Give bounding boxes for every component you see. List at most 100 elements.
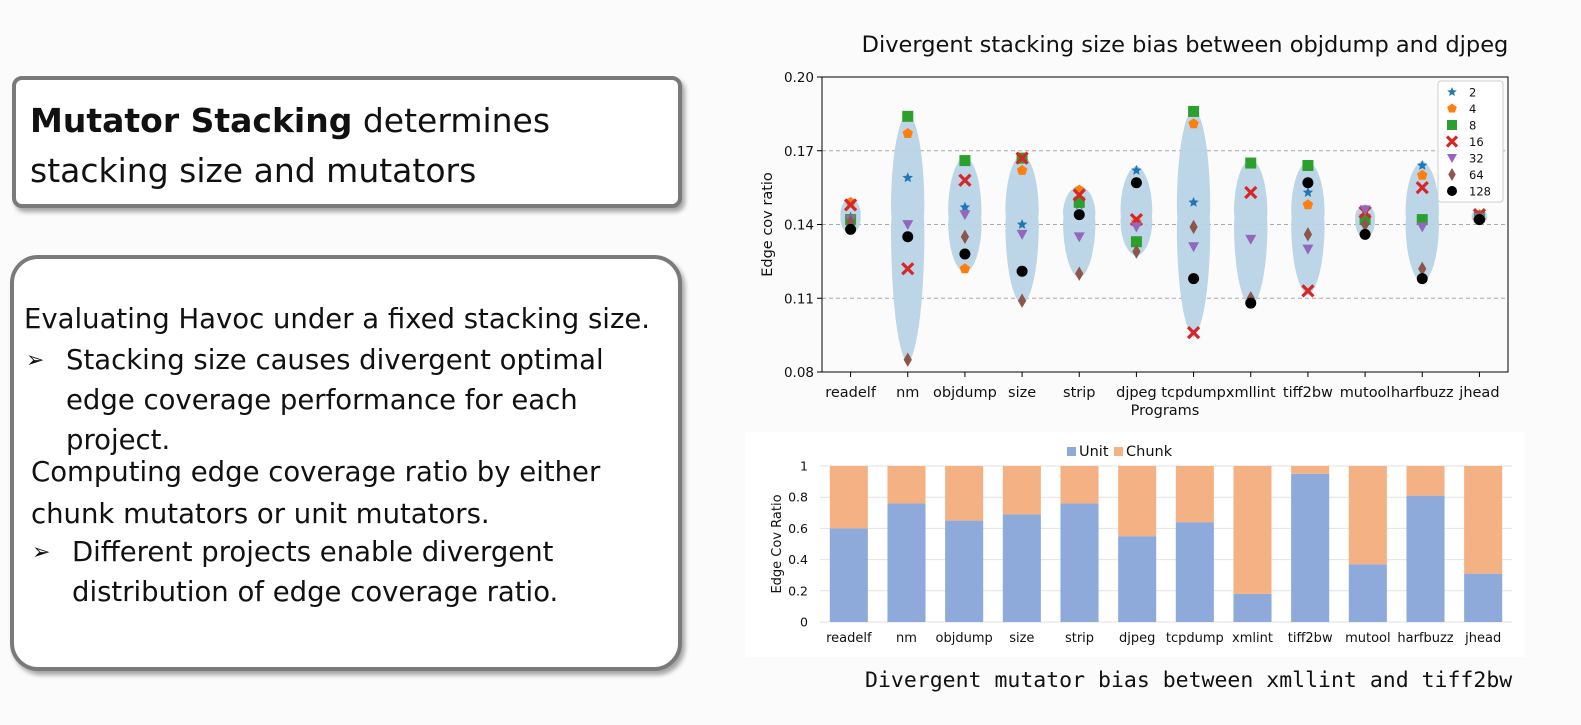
bar-chunk-djpeg bbox=[1118, 466, 1157, 537]
x-tick-label: mutool bbox=[1345, 631, 1391, 646]
bar-unit-xmlint bbox=[1233, 593, 1272, 622]
bar-unit-djpeg bbox=[1118, 536, 1157, 622]
point-64 bbox=[1303, 227, 1313, 242]
point-64 bbox=[960, 229, 970, 244]
plot-frame bbox=[821, 76, 1509, 373]
point-64 bbox=[1132, 244, 1141, 259]
bar-unit-tiff2bw bbox=[1291, 473, 1330, 622]
point-4 bbox=[1016, 164, 1028, 175]
point-128 bbox=[902, 231, 914, 243]
point-8 bbox=[1416, 214, 1428, 226]
bar-unit-jhead bbox=[1464, 573, 1503, 622]
point-128 bbox=[1473, 214, 1485, 226]
x-tick-label: djpeg bbox=[1119, 631, 1155, 646]
heading-bold: Mutator Stacking bbox=[30, 101, 353, 140]
point-16 bbox=[1186, 326, 1201, 340]
x-tick-label: nm bbox=[896, 385, 919, 401]
point-32 bbox=[1130, 222, 1142, 233]
x-tick-label: size bbox=[1008, 385, 1036, 401]
bullet-1: Stacking size causes divergent optimal e… bbox=[66, 344, 604, 456]
x-axis-label: Programs bbox=[1131, 403, 1200, 419]
bar-chunk-size bbox=[1002, 466, 1041, 515]
paragraph-1: Evaluating Havoc under a fixed stacking … bbox=[24, 303, 651, 335]
point-16 bbox=[1072, 188, 1086, 202]
x-tick-label: mutool bbox=[1340, 385, 1391, 401]
point-8 bbox=[1130, 236, 1142, 248]
y-tick-label: 0.08 bbox=[784, 365, 814, 381]
legend-label-16: 16 bbox=[1469, 135, 1484, 149]
point-2 bbox=[902, 172, 913, 183]
violin-xmllint bbox=[1234, 158, 1268, 309]
point-16 bbox=[901, 262, 915, 276]
point-32 bbox=[1073, 232, 1085, 243]
x-tick-label: size bbox=[1009, 631, 1034, 646]
y-axis-label: Edge Cov Ratio bbox=[770, 494, 785, 593]
violin-size bbox=[1005, 153, 1039, 306]
y-axis-label: Edge cov ratio bbox=[760, 172, 776, 277]
point-8 bbox=[902, 110, 914, 122]
bar-unit-mutool bbox=[1348, 564, 1387, 622]
point-2 bbox=[1131, 164, 1142, 175]
point-128 bbox=[1359, 228, 1371, 240]
point-32 bbox=[1016, 229, 1028, 240]
violin-chart: Divergent stacking size bias between obj… bbox=[760, 32, 1509, 419]
point-128 bbox=[1130, 177, 1142, 189]
point-128 bbox=[1416, 273, 1428, 285]
point-64 bbox=[903, 352, 912, 367]
point-2 bbox=[1188, 196, 1199, 207]
point-16 bbox=[1415, 180, 1429, 195]
bar-unit-strip bbox=[1060, 503, 1099, 622]
point-64 bbox=[1189, 219, 1198, 235]
point-128 bbox=[845, 223, 857, 235]
legend-marker-16 bbox=[1445, 135, 1459, 148]
stacked-bar-chart: 0 0.2 0.4 0.6 0.8 1 readelf nm objdump size strip d… bbox=[745, 432, 1525, 657]
point-2 bbox=[1016, 219, 1028, 229]
legend-marker-64 bbox=[1448, 168, 1456, 181]
legend-label-2: 2 bbox=[1469, 86, 1476, 100]
point-64 bbox=[1360, 217, 1370, 232]
point-16 bbox=[958, 173, 972, 187]
point-128 bbox=[1188, 273, 1200, 285]
y-tick-label: 0.4 bbox=[788, 552, 808, 567]
point-4 bbox=[959, 263, 971, 274]
y-tick-label: 0.14 bbox=[784, 218, 814, 234]
point-16 bbox=[1244, 185, 1258, 200]
x-tick-label: objdump bbox=[933, 385, 997, 401]
x-tick-label: jhead bbox=[1458, 385, 1499, 401]
legend-marker-4 bbox=[1447, 103, 1457, 113]
bullet-2: Different projects enable divergent dist… bbox=[72, 536, 559, 608]
legend-label-32: 32 bbox=[1469, 152, 1484, 166]
point-64 bbox=[1075, 266, 1084, 281]
bar-chart-caption: Divergent mutator bias between xmllint a… bbox=[865, 668, 1513, 693]
panel-heading: Mutator Stacking determines stacking siz… bbox=[30, 96, 670, 196]
point-4 bbox=[1188, 118, 1199, 129]
y-tick-label: 0.20 bbox=[784, 70, 814, 86]
heading-rest: determines stacking size and mutators bbox=[30, 101, 551, 190]
y-tick-label: 1 bbox=[800, 459, 808, 474]
x-tick-label: readelf bbox=[825, 385, 877, 401]
bar-chunk-readelf bbox=[829, 466, 868, 529]
x-tick-label: harfbuzz bbox=[1391, 385, 1454, 401]
point-2 bbox=[959, 201, 971, 212]
legend-label-4: 4 bbox=[1469, 102, 1476, 116]
legend-marker-128 bbox=[1447, 186, 1457, 196]
y-tick-label: 0.8 bbox=[788, 490, 808, 505]
point-32 bbox=[1302, 244, 1314, 255]
point-32 bbox=[1359, 205, 1371, 216]
y-tick-label: 0.2 bbox=[788, 583, 808, 598]
bar-chunk-jhead bbox=[1464, 466, 1503, 574]
point-8 bbox=[1073, 196, 1085, 208]
chart-title: Divergent stacking size bias between obj… bbox=[862, 32, 1509, 58]
x-tick-label: readelf bbox=[826, 631, 872, 646]
x-tick-label: strip bbox=[1063, 385, 1095, 401]
bar-chunk-harfbuzz bbox=[1406, 466, 1445, 496]
point-16 bbox=[843, 198, 858, 212]
x-tick-label: harfbuzz bbox=[1397, 631, 1453, 646]
x-tick-label: tcpdump bbox=[1166, 631, 1224, 646]
x-tick-label: tiff2bw bbox=[1288, 631, 1333, 646]
point-16 bbox=[1301, 284, 1315, 298]
legend-marker-32 bbox=[1447, 154, 1457, 163]
paragraph-2: Computing edge coverage ratio by either … bbox=[31, 456, 601, 530]
bar-unit-tcpdump bbox=[1175, 522, 1214, 622]
point-4 bbox=[902, 128, 913, 138]
